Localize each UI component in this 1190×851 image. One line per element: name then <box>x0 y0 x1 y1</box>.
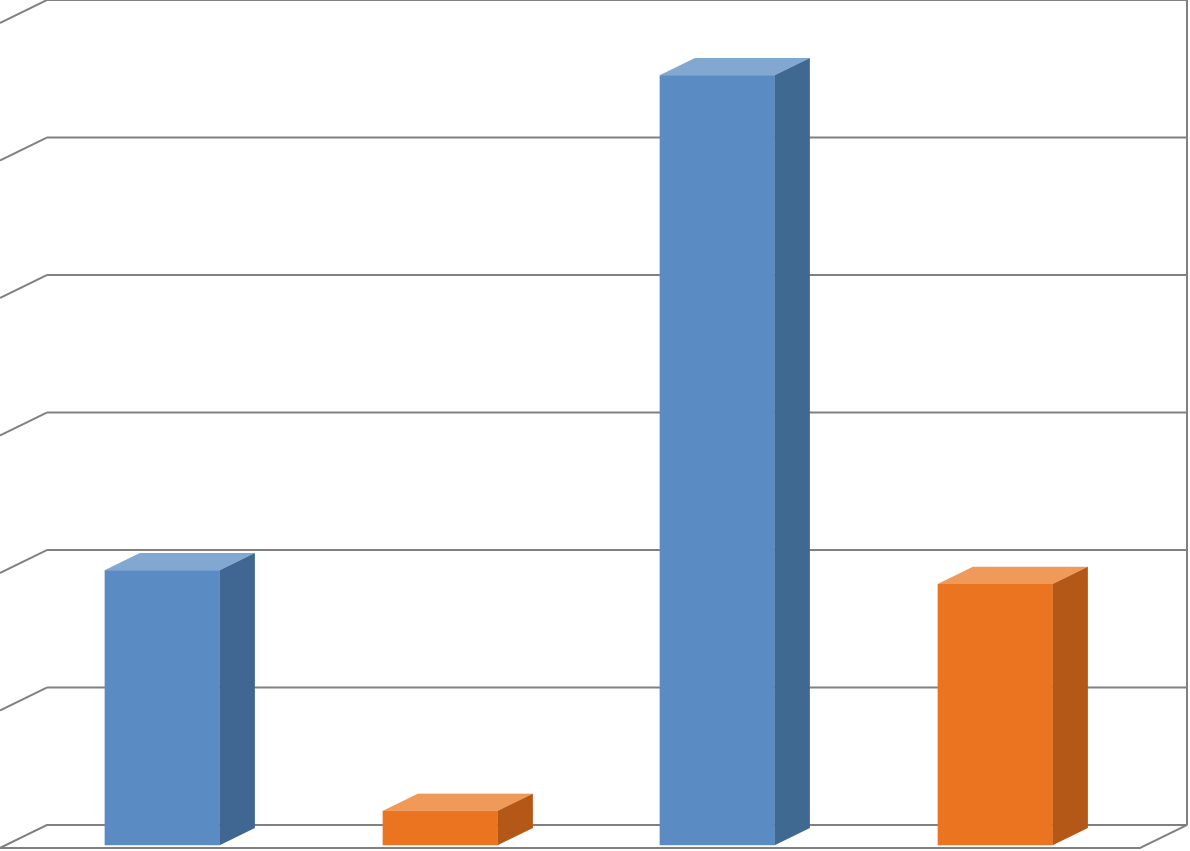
bar <box>660 58 810 845</box>
bar <box>383 794 533 846</box>
bar <box>105 553 255 845</box>
bar <box>938 567 1088 846</box>
bar-chart-3d <box>0 0 1190 851</box>
